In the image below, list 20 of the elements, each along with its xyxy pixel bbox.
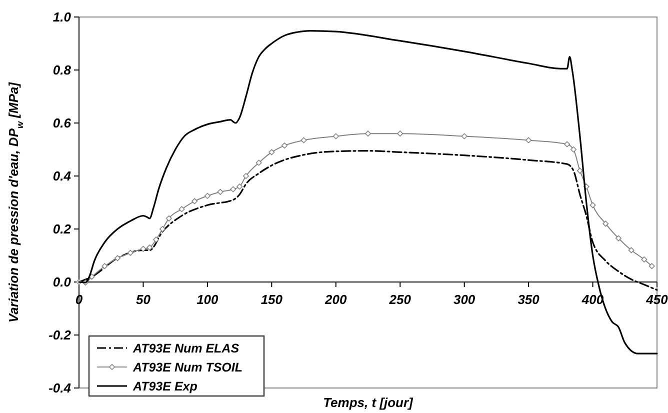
legend-label: AT93E Num ELAS xyxy=(132,341,240,356)
y-tick-label: 0.8 xyxy=(52,62,72,78)
x-tick-label: 100 xyxy=(196,292,220,307)
legend-label: AT93E Num TSOIL xyxy=(132,360,243,374)
x-tick-label: 450 xyxy=(645,292,668,307)
x-tick-label: 300 xyxy=(453,292,476,307)
y-tick-label: -0.2 xyxy=(48,328,72,343)
y-tick-label: 0.4 xyxy=(52,168,72,184)
x-axis-title: Temps, t [jour] xyxy=(323,395,414,410)
y-tick-label: 1.0 xyxy=(52,10,72,25)
x-tick-label: 350 xyxy=(518,292,540,307)
x-tick-label: 250 xyxy=(388,292,412,307)
legend-label: AT93E Exp xyxy=(132,379,198,394)
x-tick-label: 50 xyxy=(136,292,152,307)
x-tick-label: 200 xyxy=(324,292,348,307)
x-tick-label: 150 xyxy=(260,292,284,307)
y-tick-label: 0.6 xyxy=(52,116,72,131)
y-tick-label: 0.2 xyxy=(52,222,72,237)
y-tick-label: 0.0 xyxy=(52,274,72,290)
y-tick-label: -0.4 xyxy=(48,380,72,396)
